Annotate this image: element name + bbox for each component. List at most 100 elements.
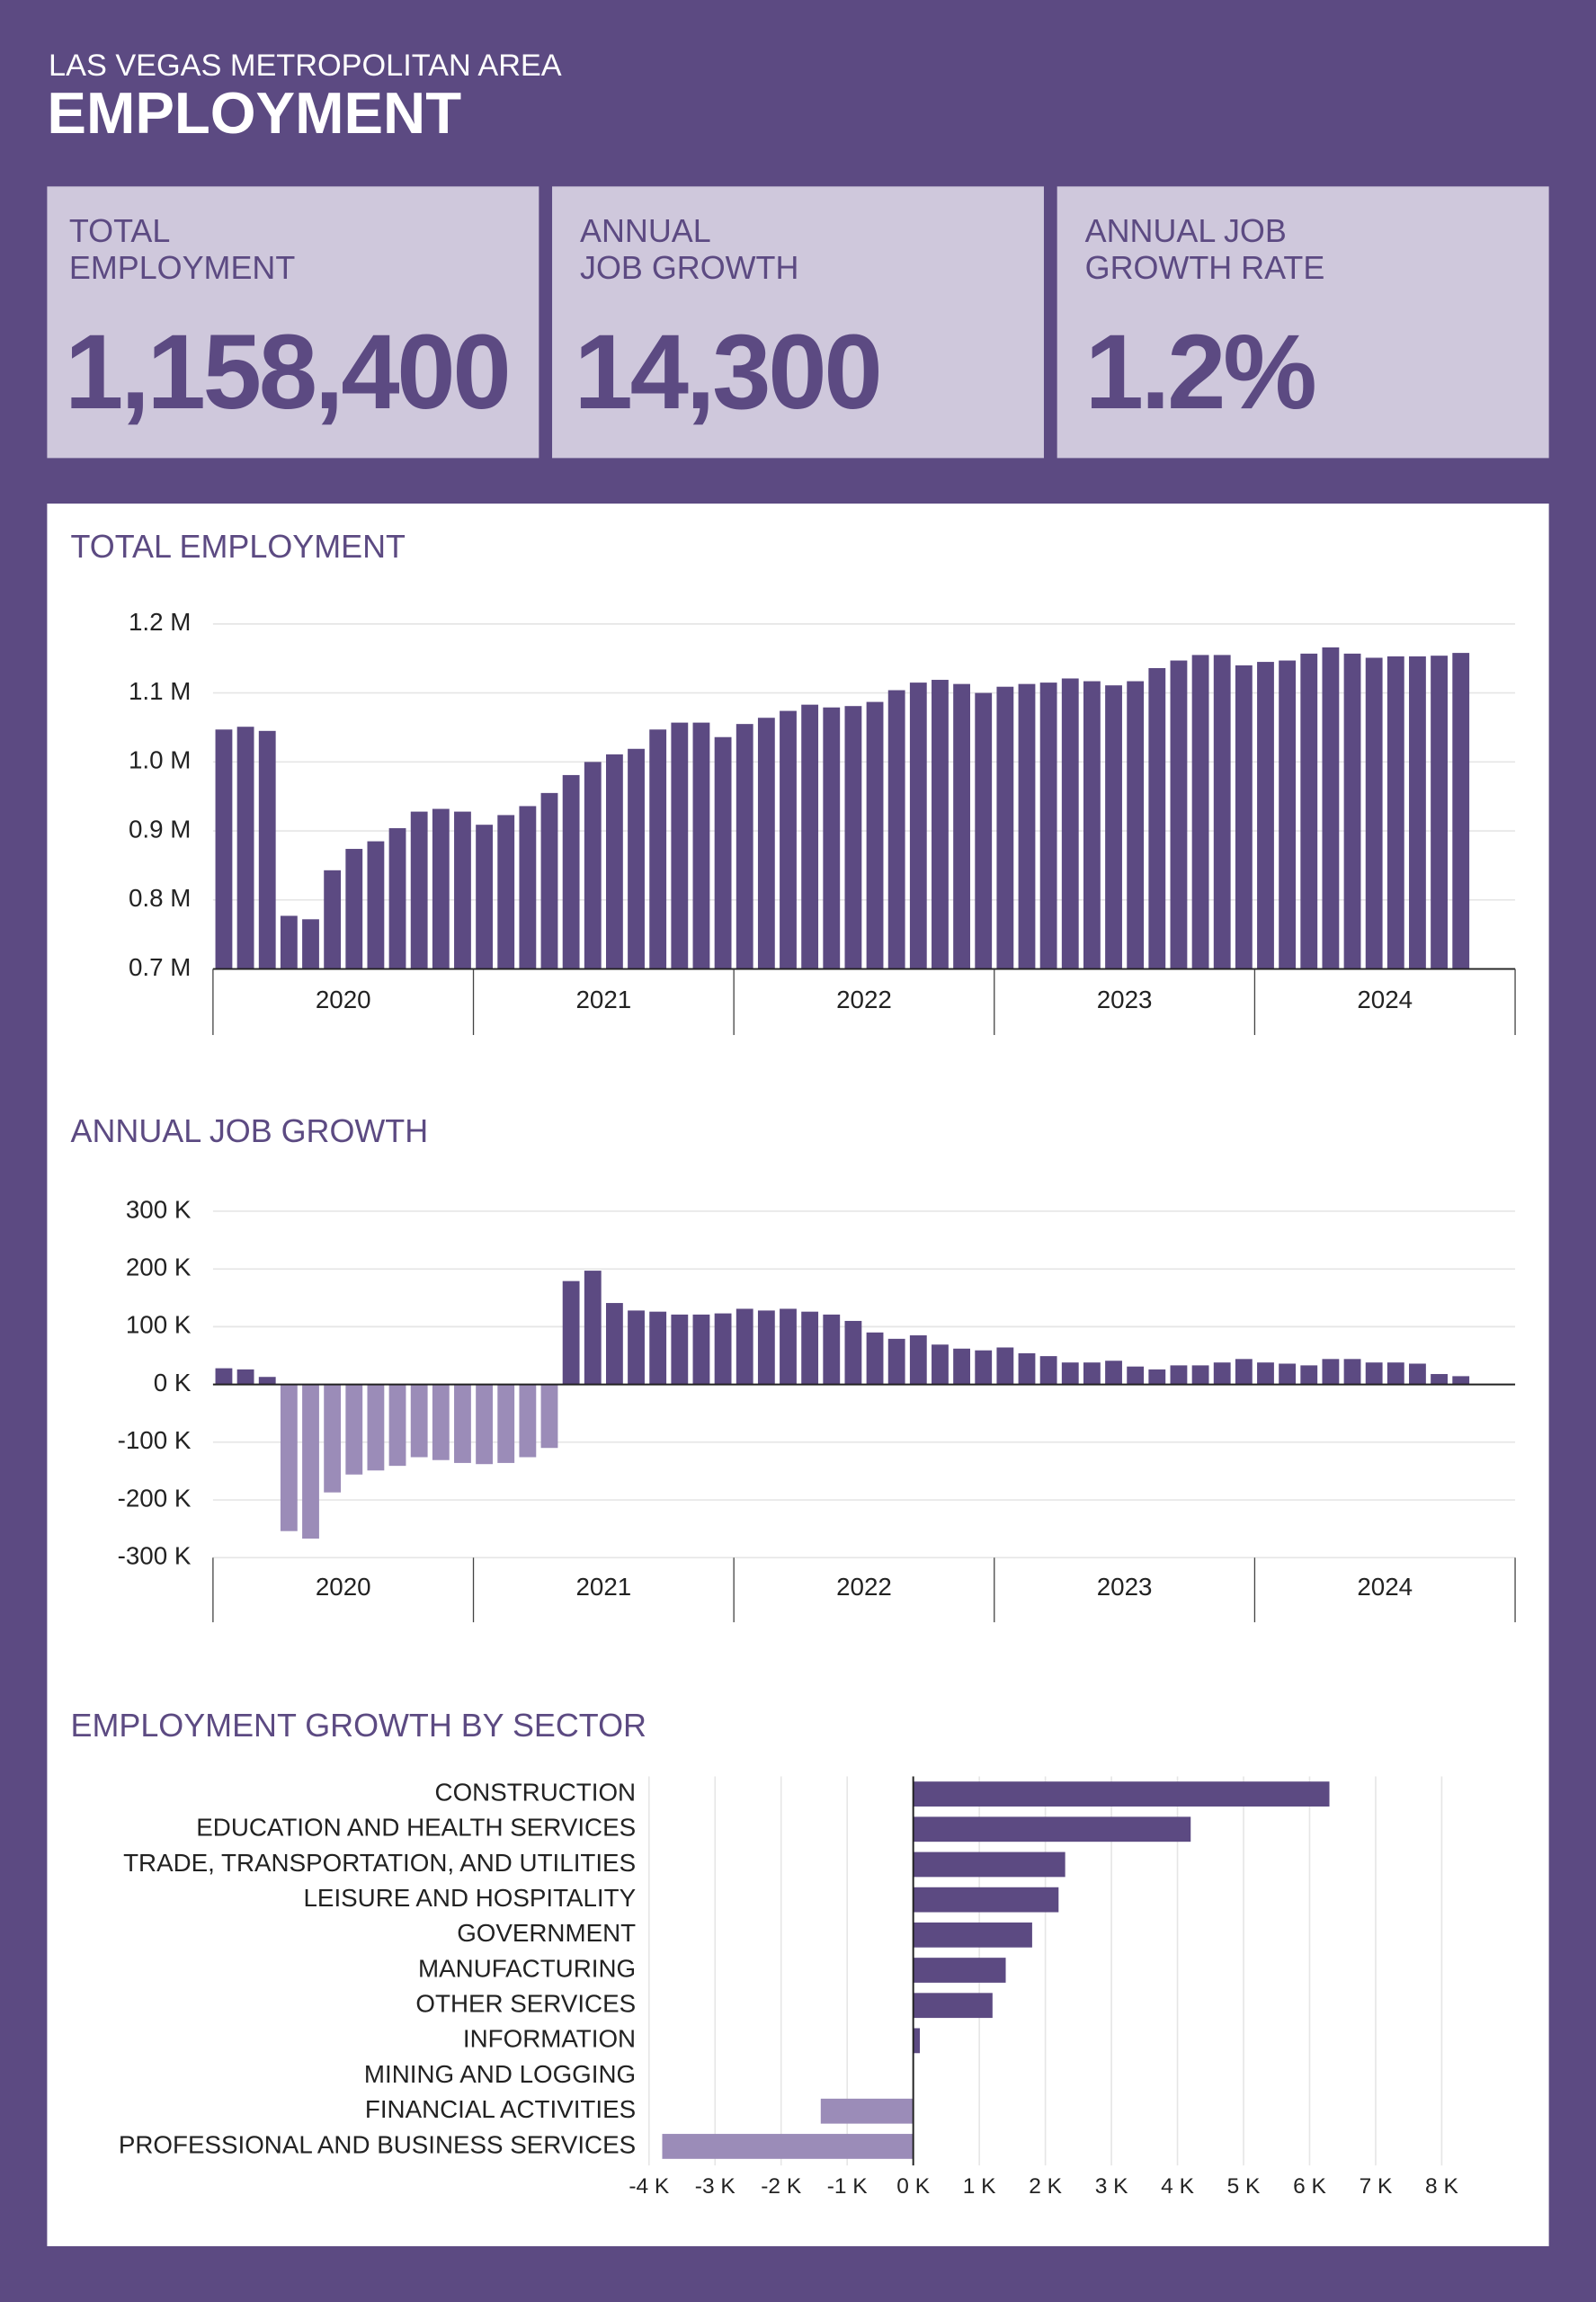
bar <box>1039 1356 1057 1385</box>
bar <box>584 1271 602 1385</box>
bar <box>562 1280 580 1385</box>
kpi-value: 14,300 <box>575 313 880 431</box>
bar <box>367 841 385 969</box>
bar <box>913 1781 1330 1807</box>
bar <box>1213 1362 1231 1385</box>
bar <box>913 1816 1191 1842</box>
bar <box>1148 667 1166 969</box>
y-tick-label: 1.0 M <box>129 746 191 774</box>
x-group-label: 2023 <box>1097 1573 1153 1601</box>
bar <box>1431 1374 1448 1385</box>
bar <box>1083 681 1101 969</box>
bar <box>1279 660 1297 969</box>
bar <box>388 828 406 969</box>
bar <box>714 736 732 969</box>
bar <box>801 704 819 969</box>
bar <box>996 1347 1014 1385</box>
bar <box>866 701 884 969</box>
bar <box>454 1384 471 1463</box>
bar <box>913 1958 1006 1983</box>
bar <box>519 806 537 969</box>
y-tick-label: -300 K <box>118 1542 192 1570</box>
bar <box>1235 665 1253 969</box>
x-tick-label: 5 K <box>1227 2174 1261 2199</box>
bar <box>454 811 471 969</box>
bar <box>302 919 319 969</box>
category-label: EDUCATION AND HEALTH SERVICES <box>196 1814 636 1842</box>
bar <box>1257 662 1274 969</box>
bar <box>780 1308 797 1385</box>
bar <box>215 729 233 969</box>
category-label: GOVERNMENT <box>457 1919 636 1947</box>
bar <box>649 729 667 969</box>
bar <box>975 1350 993 1385</box>
x-group-label: 2023 <box>1097 986 1153 1013</box>
x-group-label: 2020 <box>316 986 371 1013</box>
y-tick-label: 0 K <box>154 1369 192 1396</box>
bar <box>887 690 905 969</box>
x-group-label: 2024 <box>1357 986 1413 1013</box>
bar <box>736 1308 753 1385</box>
bar <box>258 730 276 969</box>
category-label: INFORMATION <box>463 2025 636 2053</box>
bar <box>280 1384 298 1531</box>
bar <box>1061 678 1079 969</box>
bar <box>1300 1365 1318 1385</box>
bar <box>1452 653 1470 969</box>
bar <box>913 1851 1065 1878</box>
x-tick-label: 6 K <box>1293 2174 1326 2199</box>
kpi-value: 1,158,400 <box>65 313 509 431</box>
bar <box>540 792 558 969</box>
bar <box>692 722 710 969</box>
bar <box>562 774 580 969</box>
y-tick-label: 1.2 M <box>129 608 191 636</box>
bar <box>345 849 363 969</box>
bar <box>1127 681 1145 969</box>
bar <box>324 870 342 969</box>
bar <box>953 1348 970 1385</box>
category-label: CONSTRUCTION <box>435 1778 637 1806</box>
bar <box>236 1369 254 1385</box>
x-group-label: 2020 <box>316 1573 371 1601</box>
category-label: MANUFACTURING <box>418 1954 636 1982</box>
x-tick-label: -1 K <box>827 2174 869 2199</box>
y-tick-label: 1.1 M <box>129 677 191 705</box>
bar <box>476 825 494 969</box>
x-tick-label: 2 K <box>1029 2174 1062 2199</box>
category-label: PROFESSIONAL AND BUSINESS SERVICES <box>119 2130 636 2158</box>
chart-panel <box>47 504 1549 2246</box>
kpi-label: EMPLOYMENT <box>69 249 295 286</box>
x-tick-label: 8 K <box>1425 2174 1458 2199</box>
bar <box>1300 653 1318 969</box>
bar <box>975 692 993 969</box>
category-label: TRADE, TRANSPORTATION, AND UTILITIES <box>123 1849 636 1877</box>
y-tick-label: 0.9 M <box>129 815 191 843</box>
bar <box>1083 1362 1101 1385</box>
x-tick-label: 1 K <box>963 2174 996 2199</box>
bar <box>1365 657 1383 969</box>
bar <box>913 1887 1059 1913</box>
bar <box>1235 1359 1253 1385</box>
bar <box>1170 660 1188 969</box>
bar <box>866 1332 884 1385</box>
bar <box>887 1338 905 1385</box>
category-label: LEISURE AND HOSPITALITY <box>303 1884 636 1912</box>
bar <box>932 1344 949 1385</box>
bar <box>367 1384 385 1471</box>
bar <box>820 2098 914 2124</box>
bar <box>1431 656 1448 969</box>
bar <box>953 683 970 969</box>
x-group-label: 2022 <box>836 986 892 1013</box>
bar <box>215 1368 233 1385</box>
bar <box>1213 655 1231 969</box>
bar <box>1409 1363 1426 1385</box>
x-tick-label: 7 K <box>1360 2174 1393 2199</box>
bar <box>280 915 298 969</box>
bar <box>1365 1362 1383 1385</box>
bar <box>476 1384 494 1465</box>
kpi-card <box>47 186 539 459</box>
bar <box>605 1303 623 1385</box>
bar <box>909 683 927 969</box>
x-tick-label: 4 K <box>1161 2174 1194 2199</box>
chart-title: TOTAL EMPLOYMENT <box>71 528 406 565</box>
